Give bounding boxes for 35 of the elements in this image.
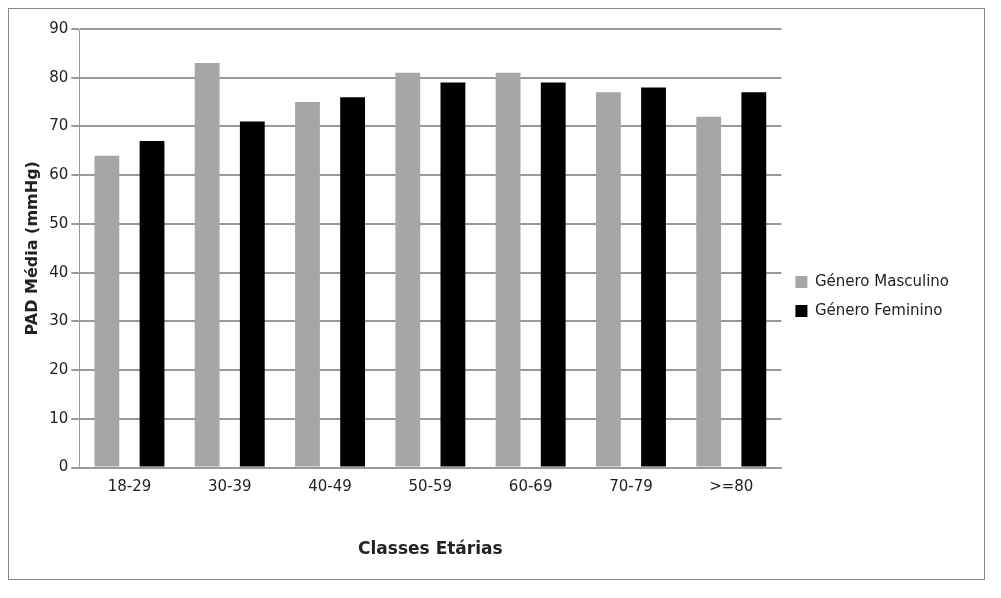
y-tick-label: 60 [49,165,69,184]
y-tick-label: 0 [58,457,69,476]
bar [239,121,265,467]
x-axis-title: Classes Etárias [358,538,503,559]
x-tick-label: 40-49 [308,477,352,496]
x-tick-label: 50-59 [408,477,453,496]
y-tick-label: 90 [49,18,69,37]
bar [641,87,666,467]
x-tick-label: 60-69 [508,477,553,496]
bar [139,141,165,467]
x-tick-label: 70-79 [609,477,653,496]
bar [94,155,120,467]
bar [595,92,621,467]
x-tick-label: >=80 [709,477,754,496]
bar [395,72,421,467]
bar [696,116,722,467]
bar [540,82,566,467]
bar [295,102,320,467]
y-tick-label: 10 [49,408,69,427]
bar [340,97,366,467]
y-tick-label: 20 [49,360,69,379]
y-tick-label: 50 [49,213,69,232]
y-tick-label: 80 [49,67,69,86]
y-axis-title: PAD Média (mmHg) [21,161,41,336]
x-tick-label: 30-39 [207,477,252,496]
legend-label: Género Masculino [814,271,949,290]
legend-label: Género Feminino [814,300,943,319]
y-tick-label: 40 [49,262,69,281]
y-tick-label: 70 [49,116,69,135]
bar [741,92,767,467]
bar [194,63,220,467]
x-tick-label: 18-29 [107,477,152,496]
bar [495,72,521,467]
y-tick-label: 30 [49,311,69,330]
bar [440,82,466,467]
